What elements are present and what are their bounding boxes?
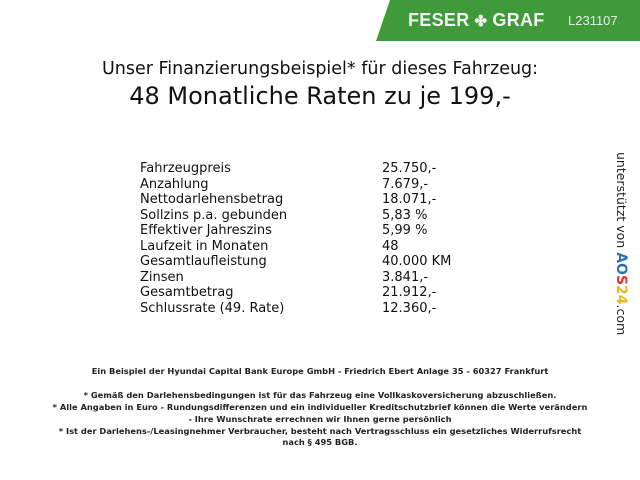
row-value: 18.071,- (382, 192, 437, 207)
row-value: 3.841,- (382, 269, 429, 285)
brand-name: FESER (408, 10, 470, 30)
table-row: Nettodarlehensbetrag 18.071,- (140, 192, 460, 208)
sponsor-suffix: .com (614, 304, 629, 336)
aos24-logo: AOS24 (613, 252, 629, 305)
footnote-3a: * Ist der Darlehens-/Leasingnehmer Verbr… (58, 426, 582, 436)
bank-note: Ein Beispiel der Hyundai Capital Bank Eu… (91, 366, 549, 376)
row-label: Nettodarlehensbetrag (140, 192, 284, 207)
sponsor-note: unterstützt von AOS24.com (613, 152, 629, 335)
title-line-1: Unser Finanzierungsbeispiel* für dieses … (101, 59, 539, 79)
row-label: Effektiver Jahreszins (140, 223, 272, 238)
vehicle-code: L231107 (568, 13, 618, 28)
clover-icon: ✤ (474, 12, 488, 30)
table-row: Fahrzeugpreis 25.750,- (140, 161, 460, 177)
row-value: 40.000 KM (382, 254, 452, 269)
brand-logo: FESER ✤ GRAF (408, 10, 545, 31)
row-value: 48 (382, 238, 399, 254)
table-row: Gesamtlaufleistung 40.000 KM (140, 254, 460, 270)
footnote-3b: nach § 495 BGB. (282, 437, 358, 447)
row-label: Gesamtbetrag (140, 285, 234, 300)
row-label: Anzahlung (140, 176, 209, 192)
row-label: Zinsen (140, 269, 184, 285)
table-row: Schlussrate (49. Rate) 12.360,- (140, 301, 460, 317)
footnote-2a: * Alle Angaben in Euro - Rundungsdiffere… (52, 402, 588, 412)
table-row: Sollzins p.a. gebunden 5,83 % (140, 208, 460, 224)
row-value: 7.679,- (382, 176, 429, 192)
row-label: Sollzins p.a. gebunden (140, 207, 288, 223)
financing-table: Fahrzeugpreis 25.750,- Anzahlung 7.679,- Net… (140, 161, 460, 316)
table-row: Effektiver Jahreszins 5,99 % (140, 223, 460, 239)
row-value: 21.912,- (382, 285, 437, 300)
row-value: 25.750,- (382, 161, 437, 176)
row-label: Laufzeit in Monaten (140, 238, 269, 254)
sponsor-text: unterstützt von (614, 152, 629, 249)
table-row: Gesamtbetrag 21.912,- (140, 285, 460, 301)
row-label: Gesamtlaufleistung (140, 254, 267, 269)
row-label: Schlussrate (49. Rate) (140, 300, 285, 316)
table-row: Anzahlung 7.679,- (140, 177, 460, 193)
brand-name-2: GRAF (492, 10, 545, 30)
footnote-1: * Gemäß den Darlehensbedingungen ist für… (83, 390, 557, 400)
table-row: Laufzeit in Monaten 48 (140, 239, 460, 255)
title-line-2: 48 Monatliche Raten zu je 199,- (129, 82, 511, 110)
footnote-2b: - Ihre Wunschrate errechnen wir Ihnen ge… (188, 414, 452, 424)
row-label: Fahrzeugpreis (140, 161, 231, 176)
row-value: 12.360,- (382, 300, 437, 316)
row-value: 5,83 % (382, 207, 428, 223)
header-banner (376, 0, 640, 41)
table-row: Zinsen 3.841,- (140, 270, 460, 286)
row-value: 5,99 % (382, 223, 428, 238)
